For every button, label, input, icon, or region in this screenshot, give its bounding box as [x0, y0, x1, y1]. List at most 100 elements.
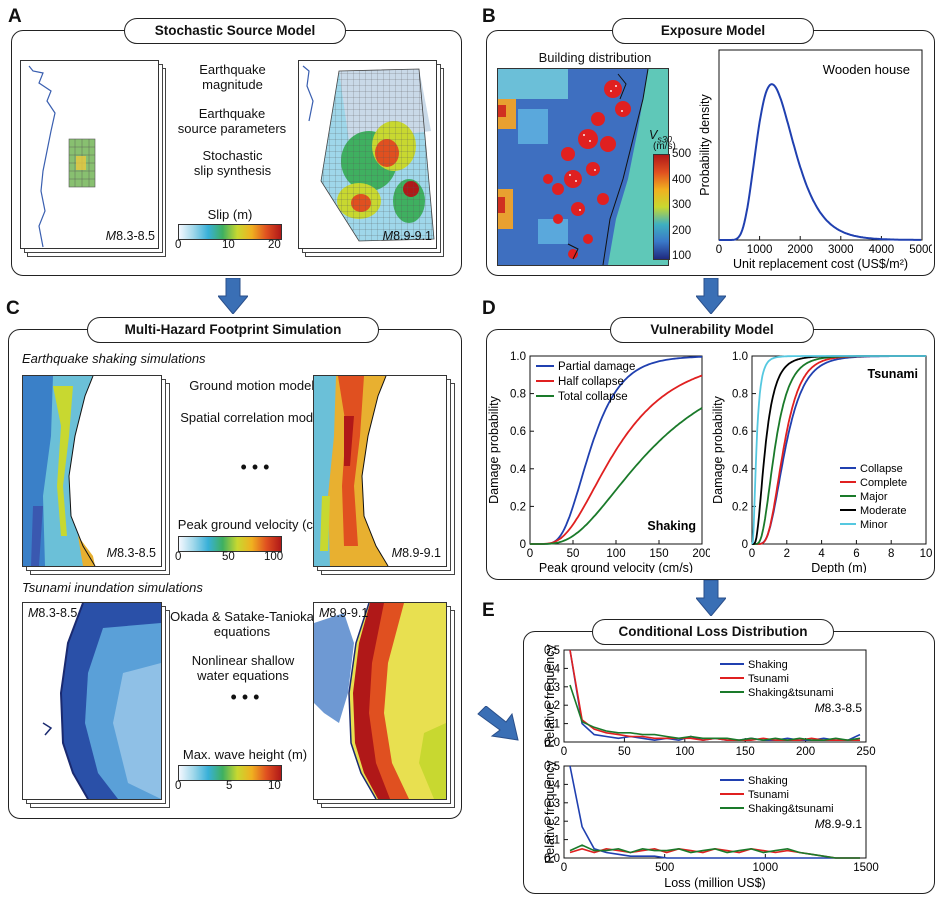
wave-colorbar-title: Max. wave height (m) [182, 747, 308, 762]
step-earthquake-magnitude: Earthquake magnitude [170, 62, 295, 92]
legend-label: Shaking&tsunami [748, 803, 834, 815]
vs30-unit: (m/s) [653, 141, 676, 152]
pgv-colorbar [178, 536, 282, 552]
legend-label: Shaking&tsunami [748, 687, 834, 699]
step-line: source parameters [177, 121, 287, 136]
plot-frame [718, 49, 923, 241]
panel-b-title: Exposure Model [612, 18, 814, 44]
step-spatial-correlation: Spatial correlation models [180, 410, 330, 425]
plot-frame [563, 649, 867, 743]
mag-prefix: M [815, 817, 825, 831]
x-tick-label: 150 [736, 746, 755, 758]
x-tick-label: 250 [856, 746, 875, 758]
mag-label: M8.9-9.1 [815, 817, 863, 831]
tsunami-heading: Tsunami inundation simulations [22, 580, 203, 595]
y-tick-label: 0.8 [732, 389, 748, 401]
loss-curve [569, 684, 861, 742]
y-tick-label: 0.1 [544, 835, 560, 847]
mag-value: 8.9-9.1 [393, 229, 432, 243]
step-line: Stochastic [202, 148, 263, 163]
legend-label: Moderate [860, 505, 906, 517]
legend-label: Major [860, 491, 888, 503]
x-tick-label: 1000 [753, 862, 779, 874]
mag-value: 8.9-9.1 [329, 606, 369, 620]
y-tick-label: 0.8 [510, 389, 526, 401]
legend-label: Shaking [748, 775, 788, 787]
y-tick-label: 0.4 [544, 779, 561, 791]
step-line: water equations [197, 668, 289, 683]
x-tick-label: 4000 [869, 244, 895, 256]
y-tick-label: 0.0 [544, 737, 560, 749]
fragility-curve [530, 355, 703, 545]
legend-label: Collapse [860, 463, 903, 475]
mag-value: 8.3-8.5 [38, 606, 78, 620]
step-line: Earthquake [199, 62, 266, 77]
building-map-title: Building distribution [538, 50, 652, 65]
wave-map-small [22, 602, 162, 800]
arrow-down-icon [218, 278, 248, 314]
arrow-diagonal-icon [477, 706, 519, 741]
pgv-tick: 100 [264, 551, 284, 563]
slip-tick: 20 [268, 239, 281, 251]
slip-tick: 0 [175, 239, 182, 251]
tsunami-tag: Tsunami [868, 367, 918, 381]
y-tick-label: 0.4 [510, 464, 527, 476]
step-source-parameters: Earthquake source parameters [162, 106, 302, 136]
x-tick-label: 2000 [787, 244, 813, 256]
y-tick-label: 0.6 [732, 426, 748, 438]
arrow-down-icon [696, 278, 726, 314]
mag-label-small-a: M8.3-8.5 [95, 229, 155, 244]
x-tick-label: 500 [655, 862, 674, 874]
mag-label-small-c2: M8.3-8.5 [28, 606, 98, 621]
y-tick-label: 1.0 [510, 351, 526, 363]
step-line: equations [213, 624, 271, 639]
y-axis-label: Probability density [698, 94, 712, 196]
legend-label: Tsunami [748, 789, 789, 801]
fragility-curve [530, 407, 703, 545]
y-axis-label: Damage probability [712, 395, 725, 503]
wave-colorbar [178, 765, 282, 781]
shaking-tag: Shaking [647, 519, 696, 533]
y-tick-label: 0 [742, 539, 748, 551]
vs30-title: Vs30 [649, 128, 672, 145]
x-tick-label: 1000 [747, 244, 773, 256]
y-tick-label: 0.5 [544, 761, 560, 773]
x-tick-label: 3000 [828, 244, 854, 256]
y-tick-label: 0.6 [510, 426, 526, 438]
step-okada: Okada & Satake-Tanioka equations [162, 609, 322, 639]
y-tick-label: 0.3 [544, 798, 560, 810]
wave-field-small [42, 603, 161, 799]
y-tick-label: 0.1 [544, 719, 560, 731]
panel-b-letter: B [482, 6, 496, 27]
step-line: Earthquake [198, 106, 266, 121]
vs30-tick: 400 [672, 174, 692, 186]
legend-label: Complete [860, 477, 907, 489]
x-tick-label: 150 [649, 548, 668, 560]
loss-curve [569, 765, 860, 859]
loss-chart-small: 0 50 100 150 200 250 0.0 0.1 0.2 0.3 0.4 0.5Relativ… [543, 643, 876, 758]
x-tick-label: 50 [618, 746, 631, 758]
ellipsis: • • • [240, 457, 270, 477]
building-distribution-map [497, 68, 669, 266]
x-tick-label: 200 [796, 746, 815, 758]
legend-label: Half collapse [558, 376, 624, 388]
y-axis-label: Relative frequency [543, 760, 557, 864]
pgv-field-small [23, 376, 96, 566]
wave-tick: 5 [226, 780, 233, 792]
y-axis-label: Relative frequency [543, 643, 557, 747]
y-tick-label: 0.2 [544, 700, 560, 712]
y-tick-label: 0.3 [544, 682, 560, 694]
vs30-tick: 100 [672, 250, 692, 262]
mag-prefix: M [815, 701, 825, 715]
loss-chart-large: 0 500 1000 1500 0.0 0.1 0.2 0.3 0.4 0.5 Loss (mill… [543, 760, 879, 890]
x-tick-label: 6 [853, 548, 859, 560]
y-tick-label: 0.0 [544, 853, 560, 865]
legend-label: Minor [860, 519, 888, 531]
vs30-v: V [649, 128, 658, 142]
vs30-tick: 300 [672, 199, 692, 211]
x-tick-label: 50 [567, 548, 580, 560]
x-tick-label: 2 [784, 548, 790, 560]
x-tick-label: 0 [749, 548, 755, 560]
panel-e-letter: E [482, 600, 495, 621]
